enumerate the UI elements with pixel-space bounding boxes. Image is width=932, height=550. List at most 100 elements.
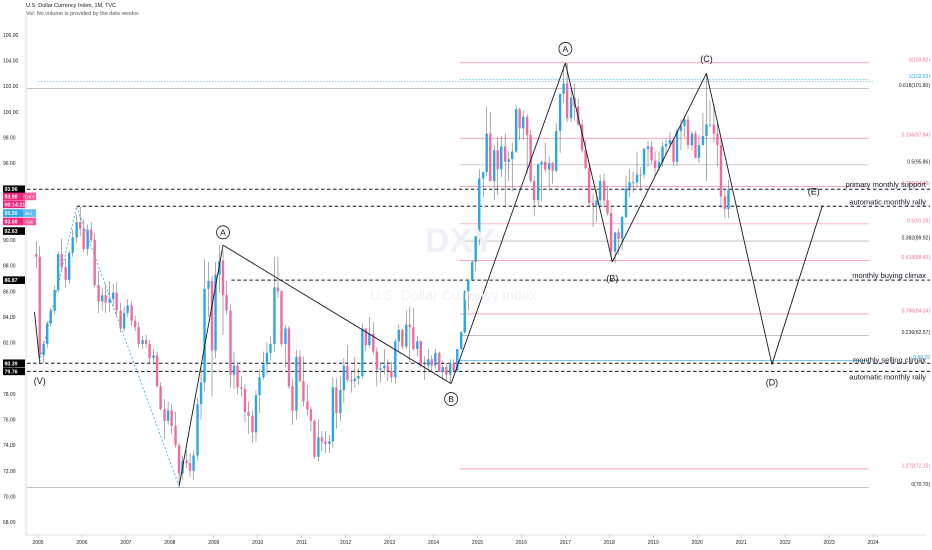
wave-label: (D) (766, 377, 779, 387)
candle-body (397, 329, 401, 342)
candle-body (474, 236, 477, 262)
candle-body (177, 445, 181, 474)
candle-body (635, 174, 639, 183)
candle-body (383, 365, 386, 369)
candle-body (324, 441, 327, 444)
wave-line (450, 62, 566, 384)
dashed-levels: primary monthly support automatic monthly… (27, 180, 930, 381)
candle-body (595, 200, 598, 206)
axes: 68.0070.0072.0074.0076.0078.0080.0082.00… (3, 16, 926, 546)
candle-body (503, 146, 507, 162)
candle-body (467, 279, 470, 292)
candle-body (598, 181, 602, 201)
x-tick-label: 2006 (76, 540, 87, 546)
candle-body (357, 375, 360, 379)
dashed-level-label: automatic monthly rally (849, 197, 926, 206)
x-tick-label: 2024 (867, 540, 878, 546)
candle-body (342, 365, 346, 391)
y-tick-label: 78.00 (3, 392, 16, 398)
candle-body (93, 240, 96, 285)
candle-body (361, 328, 364, 376)
candle-body (514, 109, 518, 152)
candle-body (416, 341, 419, 350)
candle-body (364, 328, 368, 346)
price-tag-box (3, 192, 23, 201)
candle-body (298, 356, 302, 382)
candle-body (291, 386, 294, 411)
candle-body (159, 386, 162, 410)
candle-body (482, 172, 485, 179)
candle-body (405, 324, 408, 347)
fib-level-label: 1.272(72.15) (902, 463, 931, 469)
candle-body (701, 136, 705, 146)
candle-body (427, 359, 430, 366)
candle-body (712, 124, 716, 134)
candle-body (335, 387, 338, 414)
volume-note: Vol: No volume is provided by the data v… (26, 11, 140, 17)
candle-body (339, 390, 342, 414)
candle-body (185, 460, 188, 464)
candle-body (628, 182, 631, 189)
y-tick-label: 88.00 (3, 264, 16, 270)
candle-body (675, 131, 679, 162)
candle-body (313, 420, 316, 457)
price-tag-box (3, 367, 25, 376)
candle-body (727, 190, 730, 210)
candle-body (690, 133, 694, 146)
x-tick-label: 2014 (428, 540, 439, 546)
candle-body (492, 150, 496, 182)
fib-levels: 0(103.82) 1(102.53) 0.618(101.80) 0.236(97.… (27, 57, 930, 488)
candle-body (408, 324, 412, 328)
candle-body (697, 145, 701, 158)
y-tick-label: 96.00 (3, 161, 16, 167)
fib-level-label: 0.89.39 (913, 355, 930, 361)
candle-body (390, 370, 393, 378)
candle-body (236, 365, 239, 388)
candle-body (554, 131, 558, 171)
candle-body (115, 292, 118, 311)
candle-body (668, 139, 672, 144)
candle-body (111, 292, 115, 300)
candle-body (258, 377, 261, 396)
candle-body (547, 163, 551, 170)
candle-body (284, 328, 287, 344)
candle-body (346, 365, 349, 380)
dotted-trend-line (39, 206, 78, 362)
wave-label: A (220, 227, 226, 237)
fib-level-label: 0.618(88.42) (902, 255, 931, 261)
candle-body (372, 333, 375, 352)
candle-body (144, 340, 148, 344)
x-tick-label: 2013 (384, 540, 395, 546)
y-tick-label: 84.00 (3, 315, 16, 321)
candle-body (133, 320, 137, 328)
x-tick-label: 2018 (604, 540, 615, 546)
candle-body (580, 124, 584, 151)
fib-level-label: 0.236(97.94) (902, 133, 931, 139)
candle-body (456, 349, 459, 371)
price-tag-value: 86.87 (5, 278, 18, 284)
wave-label-circle (444, 392, 459, 406)
price-tag-value: 93.90 (5, 194, 18, 200)
price-tag-box (3, 185, 25, 194)
watermark-description: U.S. Dollar Currency Index (370, 287, 537, 303)
price-tag-box (3, 217, 23, 226)
candle-body (328, 441, 331, 444)
candle-body (708, 124, 712, 126)
dashed-level-label: primary monthly support (846, 180, 927, 189)
candle-body (170, 410, 173, 426)
y-tick-label: 100.00 (3, 110, 19, 116)
candle-body (478, 178, 481, 237)
price-tag-suffix: Bid (25, 211, 32, 217)
candle-body (350, 379, 353, 382)
candles (35, 63, 730, 488)
x-tick-label: 2015 (472, 540, 483, 546)
candle-body (657, 161, 661, 169)
candle-body (584, 150, 587, 169)
candle-body (78, 222, 82, 229)
price-tag-suffix: DXY (25, 194, 36, 200)
candle-body (511, 151, 514, 160)
candle-body (100, 295, 104, 302)
candle-body (565, 83, 569, 119)
